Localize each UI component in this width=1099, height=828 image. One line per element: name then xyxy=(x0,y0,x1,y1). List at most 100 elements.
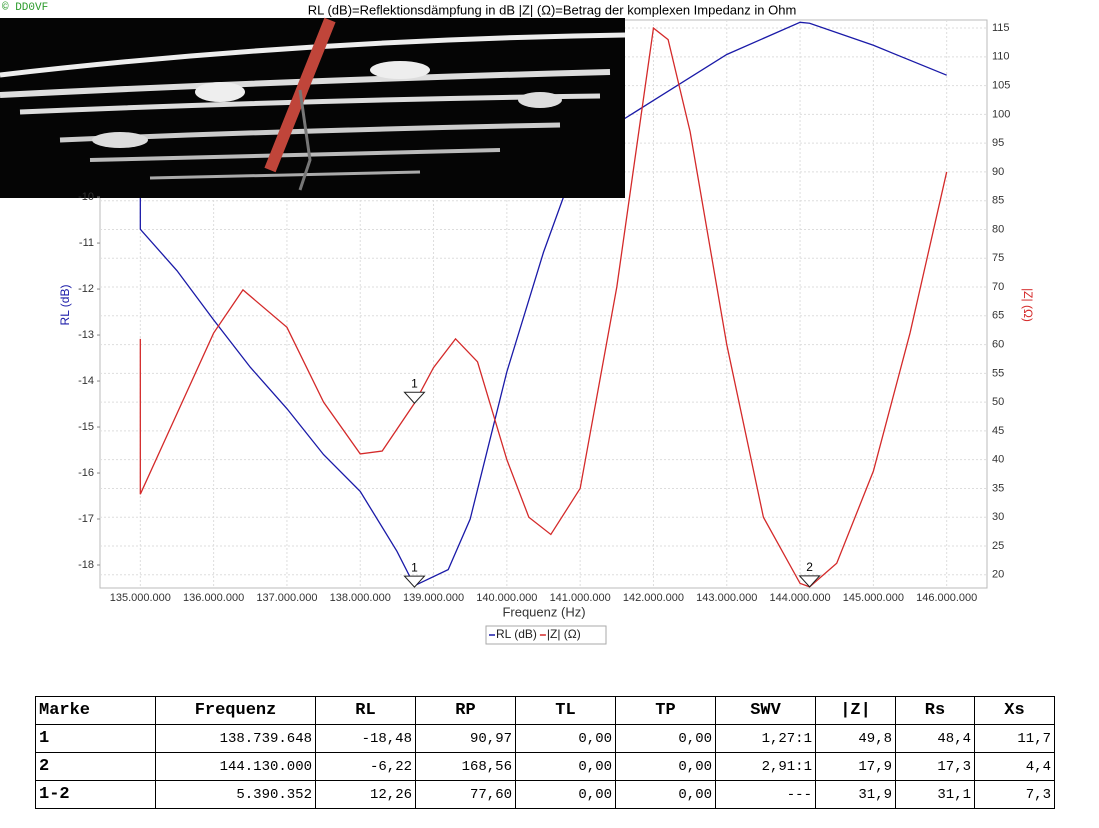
y2-tick-label: 110 xyxy=(992,51,1010,63)
photo xyxy=(0,17,626,198)
table-cell: 4,4 xyxy=(974,752,1055,781)
y2-tick-label: 60 xyxy=(992,338,1004,350)
y-tick-label: -17 xyxy=(78,513,94,525)
y-tick-label: -13 xyxy=(78,329,94,341)
column-header: Rs xyxy=(895,696,975,725)
y2-tick-label: 105 xyxy=(992,80,1010,92)
y-tick-label: -10 xyxy=(78,191,94,203)
y-tick-label: -16 xyxy=(78,467,94,479)
table-cell: 2,91:1 xyxy=(715,752,816,781)
table-cell: 17,3 xyxy=(895,752,975,781)
table-cell: 11,7 xyxy=(974,724,1055,753)
column-header: Marke xyxy=(35,696,156,725)
column-header: RL xyxy=(315,696,416,725)
x-tick-label: 144.000.000 xyxy=(769,592,830,604)
y2-tick-label: 55 xyxy=(992,367,1004,379)
table-cell: 0,00 xyxy=(515,724,616,753)
y2-tick-label: 95 xyxy=(992,137,1004,149)
data-line xyxy=(139,21,947,587)
table-cell: 144.130.000 xyxy=(155,752,316,781)
y2-tick-label: 75 xyxy=(992,252,1004,264)
table-cell: 31,9 xyxy=(815,780,896,809)
data-line xyxy=(139,26,948,588)
column-header: Frequenz xyxy=(155,696,316,725)
x-tick-label: 136.000.000 xyxy=(183,592,244,604)
x-tick-label: 135.000.000 xyxy=(110,592,171,604)
table-cell: 0,00 xyxy=(615,780,716,809)
y2-tick-label: 65 xyxy=(992,310,1004,322)
column-header: TP xyxy=(615,696,716,725)
table-cell: --- xyxy=(715,780,816,809)
y-axis-label: RL (dB) xyxy=(58,285,72,326)
y2-tick-label: 70 xyxy=(992,281,1004,293)
y2-tick-label: 20 xyxy=(992,569,1004,581)
table-cell: 77,60 xyxy=(415,780,516,809)
marker xyxy=(798,575,821,588)
y-tick-label: -18 xyxy=(78,559,94,571)
y2-tick-label: 40 xyxy=(992,454,1004,466)
y2-axis-label: |Z| (Ω) xyxy=(1021,288,1035,322)
table-cell: 31,1 xyxy=(895,780,975,809)
legend-label: RL (dB) xyxy=(496,627,537,641)
column-header: TL xyxy=(515,696,616,725)
y2-tick-label: 25 xyxy=(992,540,1004,552)
x-axis-label: Frequenz (Hz) xyxy=(502,604,585,619)
table-cell: 5.390.352 xyxy=(155,780,316,809)
copyright: © DD0VF xyxy=(2,2,48,14)
table-cell: -6,22 xyxy=(315,752,416,781)
table-cell: 90,97 xyxy=(415,724,516,753)
y2-tick-label: 50 xyxy=(992,396,1004,408)
marker-label: 1 xyxy=(411,376,418,390)
table-cell: 49,8 xyxy=(815,724,896,753)
table-cell: -18,48 xyxy=(315,724,416,753)
table-cell: 2 xyxy=(35,752,156,781)
y-tick-label: -11 xyxy=(79,237,94,249)
table-row: 1 138.739.648 -18,48 90,97 0,00 0,00 1,27:1 49,… xyxy=(35,724,1055,753)
x-tick-label: 145.000.000 xyxy=(843,592,904,604)
table-row: 2 144.130.000 -6,22 168,56 0,00 0,00 2,91:1 17,… xyxy=(35,752,1055,781)
x-tick-label: 146.000.000 xyxy=(916,592,977,604)
y2-tick-label: 115 xyxy=(992,22,1010,34)
y2-tick-label: 30 xyxy=(992,511,1004,523)
marker xyxy=(403,391,426,405)
table-cell: 0,00 xyxy=(515,752,616,781)
y-tick-label: -15 xyxy=(78,421,94,433)
table-row: 1-2 5.390.352 12,26 77,60 0,00 0,00 --- 31,9 31,… xyxy=(35,780,1055,809)
column-header: |Z| xyxy=(815,696,896,725)
table-cell: 7,3 xyxy=(974,780,1055,809)
marker-label: 1 xyxy=(411,560,418,574)
x-tick-label: 137.000.000 xyxy=(256,592,317,604)
x-tick-label: 139.000.000 xyxy=(403,592,464,604)
y2-tick-label: 80 xyxy=(992,223,1004,235)
table-cell: 12,26 xyxy=(315,780,416,809)
x-tick-label: 140.000.000 xyxy=(476,592,537,604)
table-cell: 0,00 xyxy=(615,752,716,781)
table-cell: 1,27:1 xyxy=(715,724,816,753)
table-cell: 138.739.648 xyxy=(155,724,316,753)
x-tick-label: 138.000.000 xyxy=(330,592,391,604)
marker-table: Marke Frequenz RL RP TL TP SWV |Z| Rs Xs 1 138.739.… xyxy=(35,696,1055,809)
y2-tick-label: 100 xyxy=(992,108,1010,120)
table-cell: 17,9 xyxy=(815,752,896,781)
marker xyxy=(403,575,426,588)
table-cell: 48,4 xyxy=(895,724,975,753)
y2-tick-label: 45 xyxy=(992,425,1004,437)
y2-tick-label: 90 xyxy=(992,166,1004,178)
table-cell: 1 xyxy=(35,724,156,753)
legend-label: |Z| (Ω) xyxy=(547,627,581,641)
y-tick-label: -14 xyxy=(78,375,94,387)
chart-title: RL (dB)=Reflektionsdämpfung in dB |Z| (Ω… xyxy=(308,2,797,17)
legend xyxy=(485,625,607,645)
marker-label: 2 xyxy=(806,560,813,574)
table-cell: 1-2 xyxy=(35,780,156,809)
y2-tick-label: 85 xyxy=(992,195,1004,207)
y2-tick-label: 35 xyxy=(992,482,1004,494)
chart: © DD0VF RL (dB)=Reflektionsdämpfung in d… xyxy=(0,2,1035,645)
column-header: SWV xyxy=(715,696,816,725)
x-tick-label: 141.000.000 xyxy=(550,592,611,604)
x-tick-label: 142.000.000 xyxy=(623,592,684,604)
x-tick-label: 143.000.000 xyxy=(696,592,757,604)
table-cell: 168,56 xyxy=(415,752,516,781)
column-header: RP xyxy=(415,696,516,725)
column-header: Xs xyxy=(974,696,1055,725)
